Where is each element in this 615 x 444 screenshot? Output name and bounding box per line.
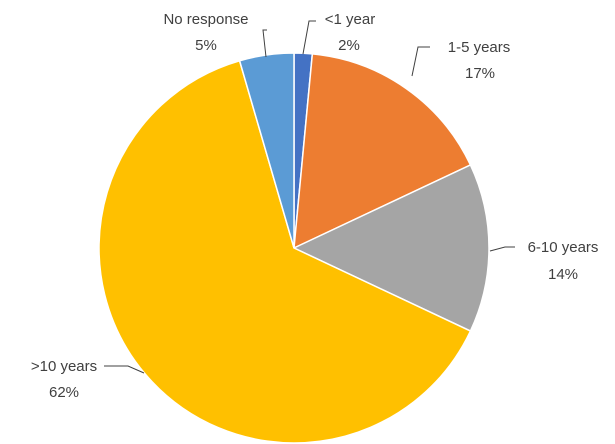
slice-label-1-5-years: 1-5 years xyxy=(448,39,511,56)
slice-labels: No response 5% <1 year 2% 1-5 years 17% … xyxy=(31,11,599,401)
leader-line-1-5-years xyxy=(411,46,430,77)
pie-slice-6-10-years xyxy=(292,163,490,333)
pie-slice-1-5-years xyxy=(293,53,472,250)
slice-value-lt1-year: 2% xyxy=(338,37,360,54)
slice-label-no-response: No response xyxy=(163,11,248,28)
slice-label-gt10-years: >10 years xyxy=(31,358,97,375)
leader-line-lt1-year xyxy=(302,20,316,55)
slice-label-6-10-years: 6-10 years xyxy=(528,239,599,256)
slice-value-6-10-years: 14% xyxy=(548,266,578,283)
slice-label-lt1-year: <1 year xyxy=(325,11,375,28)
slice-value-gt10-years: 62% xyxy=(49,384,79,401)
slice-value-1-5-years: 17% xyxy=(465,65,495,82)
leader-lines xyxy=(104,20,515,374)
pie-slice-10-years xyxy=(98,59,472,444)
leader-line-gt10-years xyxy=(104,365,145,374)
pie-slice-no-response xyxy=(238,52,295,249)
pie-slices xyxy=(98,52,490,444)
leader-line-6-10-years xyxy=(489,246,515,252)
slice-value-no-response: 5% xyxy=(195,37,217,54)
leader-line-no-response xyxy=(262,29,267,58)
